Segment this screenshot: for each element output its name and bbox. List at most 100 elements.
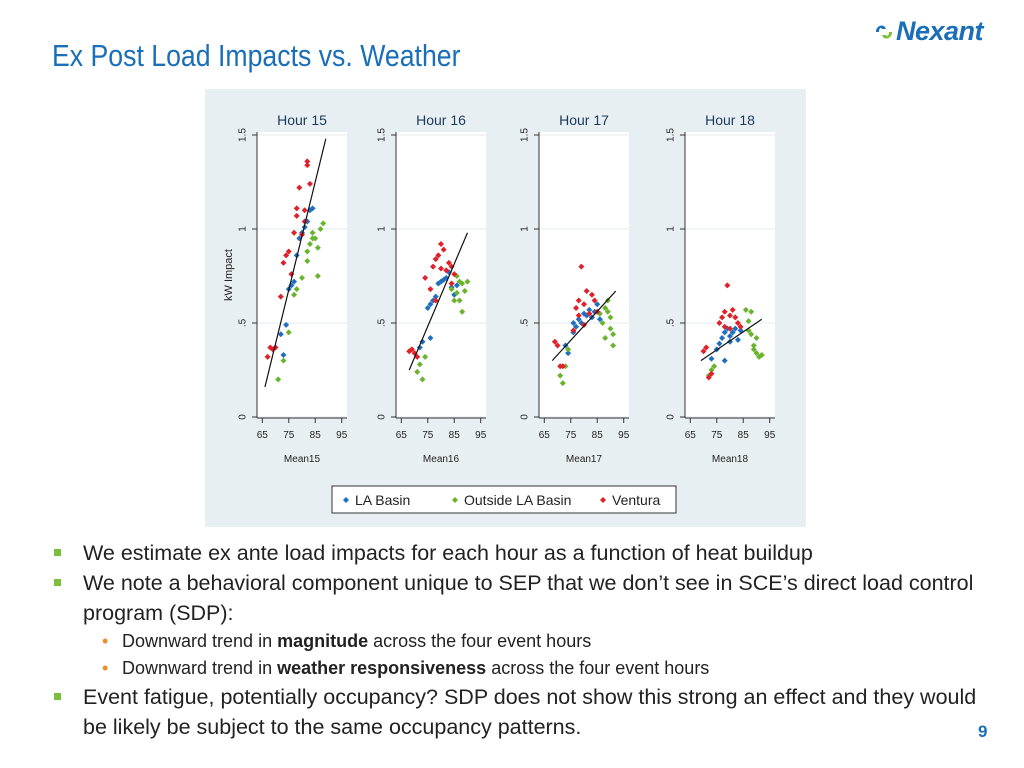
legend-marker-icon (343, 497, 349, 503)
data-point (750, 346, 757, 353)
data-point (721, 329, 728, 336)
bullet-dot-icon: • (102, 658, 109, 678)
data-point (610, 331, 617, 338)
x-tick-label: 85 (449, 430, 461, 441)
data-point (435, 252, 442, 259)
data-point (293, 286, 300, 293)
x-tick-label: 65 (539, 430, 551, 441)
data-point (440, 246, 447, 253)
data-point (727, 333, 733, 340)
data-point (304, 248, 311, 255)
fit-line (264, 138, 327, 388)
bullet-text: We note a behavioral component unique to… (83, 571, 974, 625)
bullet-square-icon (54, 693, 61, 700)
data-point (602, 304, 609, 311)
data-point (570, 320, 577, 326)
data-point (427, 286, 434, 293)
data-point (581, 301, 587, 308)
data-point (758, 351, 765, 358)
data-point (301, 207, 308, 214)
y-tick-label: 1.5 (377, 128, 388, 142)
data-point (309, 229, 316, 236)
x-axis-label: Mean17 (566, 454, 603, 465)
data-point (575, 312, 582, 319)
data-point (314, 273, 321, 279)
data-point (591, 297, 598, 304)
data-point (424, 304, 431, 311)
plot-area (396, 132, 486, 418)
y-tick-label: .5 (377, 318, 388, 327)
data-point (453, 282, 460, 289)
y-tick-label: 1.5 (238, 128, 249, 142)
data-point (453, 289, 460, 296)
data-point (264, 353, 271, 360)
data-point (304, 257, 311, 264)
panel-title: Hour 18 (705, 112, 755, 128)
data-point (734, 320, 741, 326)
data-point (416, 361, 423, 368)
bullet-text: Downward trend in (122, 658, 278, 678)
y-tick-label: 0 (377, 414, 388, 420)
data-point (573, 304, 580, 311)
data-point (280, 351, 287, 358)
data-point (280, 357, 287, 364)
data-point (565, 346, 572, 353)
x-tick-label: 75 (711, 430, 723, 441)
data-point (575, 316, 582, 323)
bullet-item: Event fatigue, potentially occupancy? SD… (52, 682, 1002, 742)
data-point (285, 248, 292, 255)
bullet-item: We note a behavioral component unique to… (52, 568, 1002, 628)
fit-line (551, 290, 617, 362)
data-point (438, 241, 444, 248)
bullet-text: across the four event hours (486, 658, 710, 678)
data-point (451, 291, 458, 298)
data-point (708, 367, 715, 373)
data-point (461, 288, 468, 295)
data-point (700, 348, 707, 355)
data-point (293, 212, 300, 219)
data-point (443, 267, 450, 274)
x-tick-label: 65 (257, 430, 269, 441)
x-axis-label: Mean16 (423, 454, 460, 465)
data-point (414, 353, 421, 360)
data-point (277, 293, 284, 300)
data-point (578, 263, 585, 270)
data-point (448, 263, 455, 270)
x-tick-label: 75 (565, 430, 577, 441)
data-point (570, 327, 577, 334)
fit-line (408, 232, 469, 371)
fit-line (700, 318, 763, 362)
data-point (599, 320, 606, 326)
data-point (711, 363, 718, 370)
data-point (448, 286, 455, 293)
bullet-text: weather responsiveness (277, 658, 487, 678)
bullet-item: We estimate ex ante load impacts for eac… (52, 538, 1002, 568)
data-point (451, 271, 458, 278)
data-point (602, 335, 609, 342)
data-point (309, 205, 316, 212)
data-point (464, 278, 471, 285)
plot-area (539, 132, 629, 418)
data-point (607, 325, 614, 332)
data-point (559, 363, 566, 370)
data-point (594, 301, 601, 308)
data-point (456, 297, 463, 304)
data-point (432, 293, 439, 300)
data-point (422, 353, 429, 360)
x-tick-label: 85 (738, 430, 750, 441)
data-point (459, 280, 466, 287)
data-point (565, 350, 572, 357)
sub-bullet-item: • Downward trend in weather responsivenes… (52, 655, 1002, 682)
data-point (306, 180, 313, 187)
y-tick-label: 0 (520, 414, 531, 420)
data-point (748, 331, 755, 338)
data-point (288, 271, 295, 278)
logo-text: Nexant (896, 16, 984, 46)
data-point (708, 370, 715, 377)
plot-area (685, 132, 775, 418)
data-point (432, 256, 439, 263)
data-point (419, 376, 426, 383)
y-tick-label: .5 (520, 318, 531, 327)
data-point (459, 308, 466, 315)
data-point (317, 226, 324, 232)
